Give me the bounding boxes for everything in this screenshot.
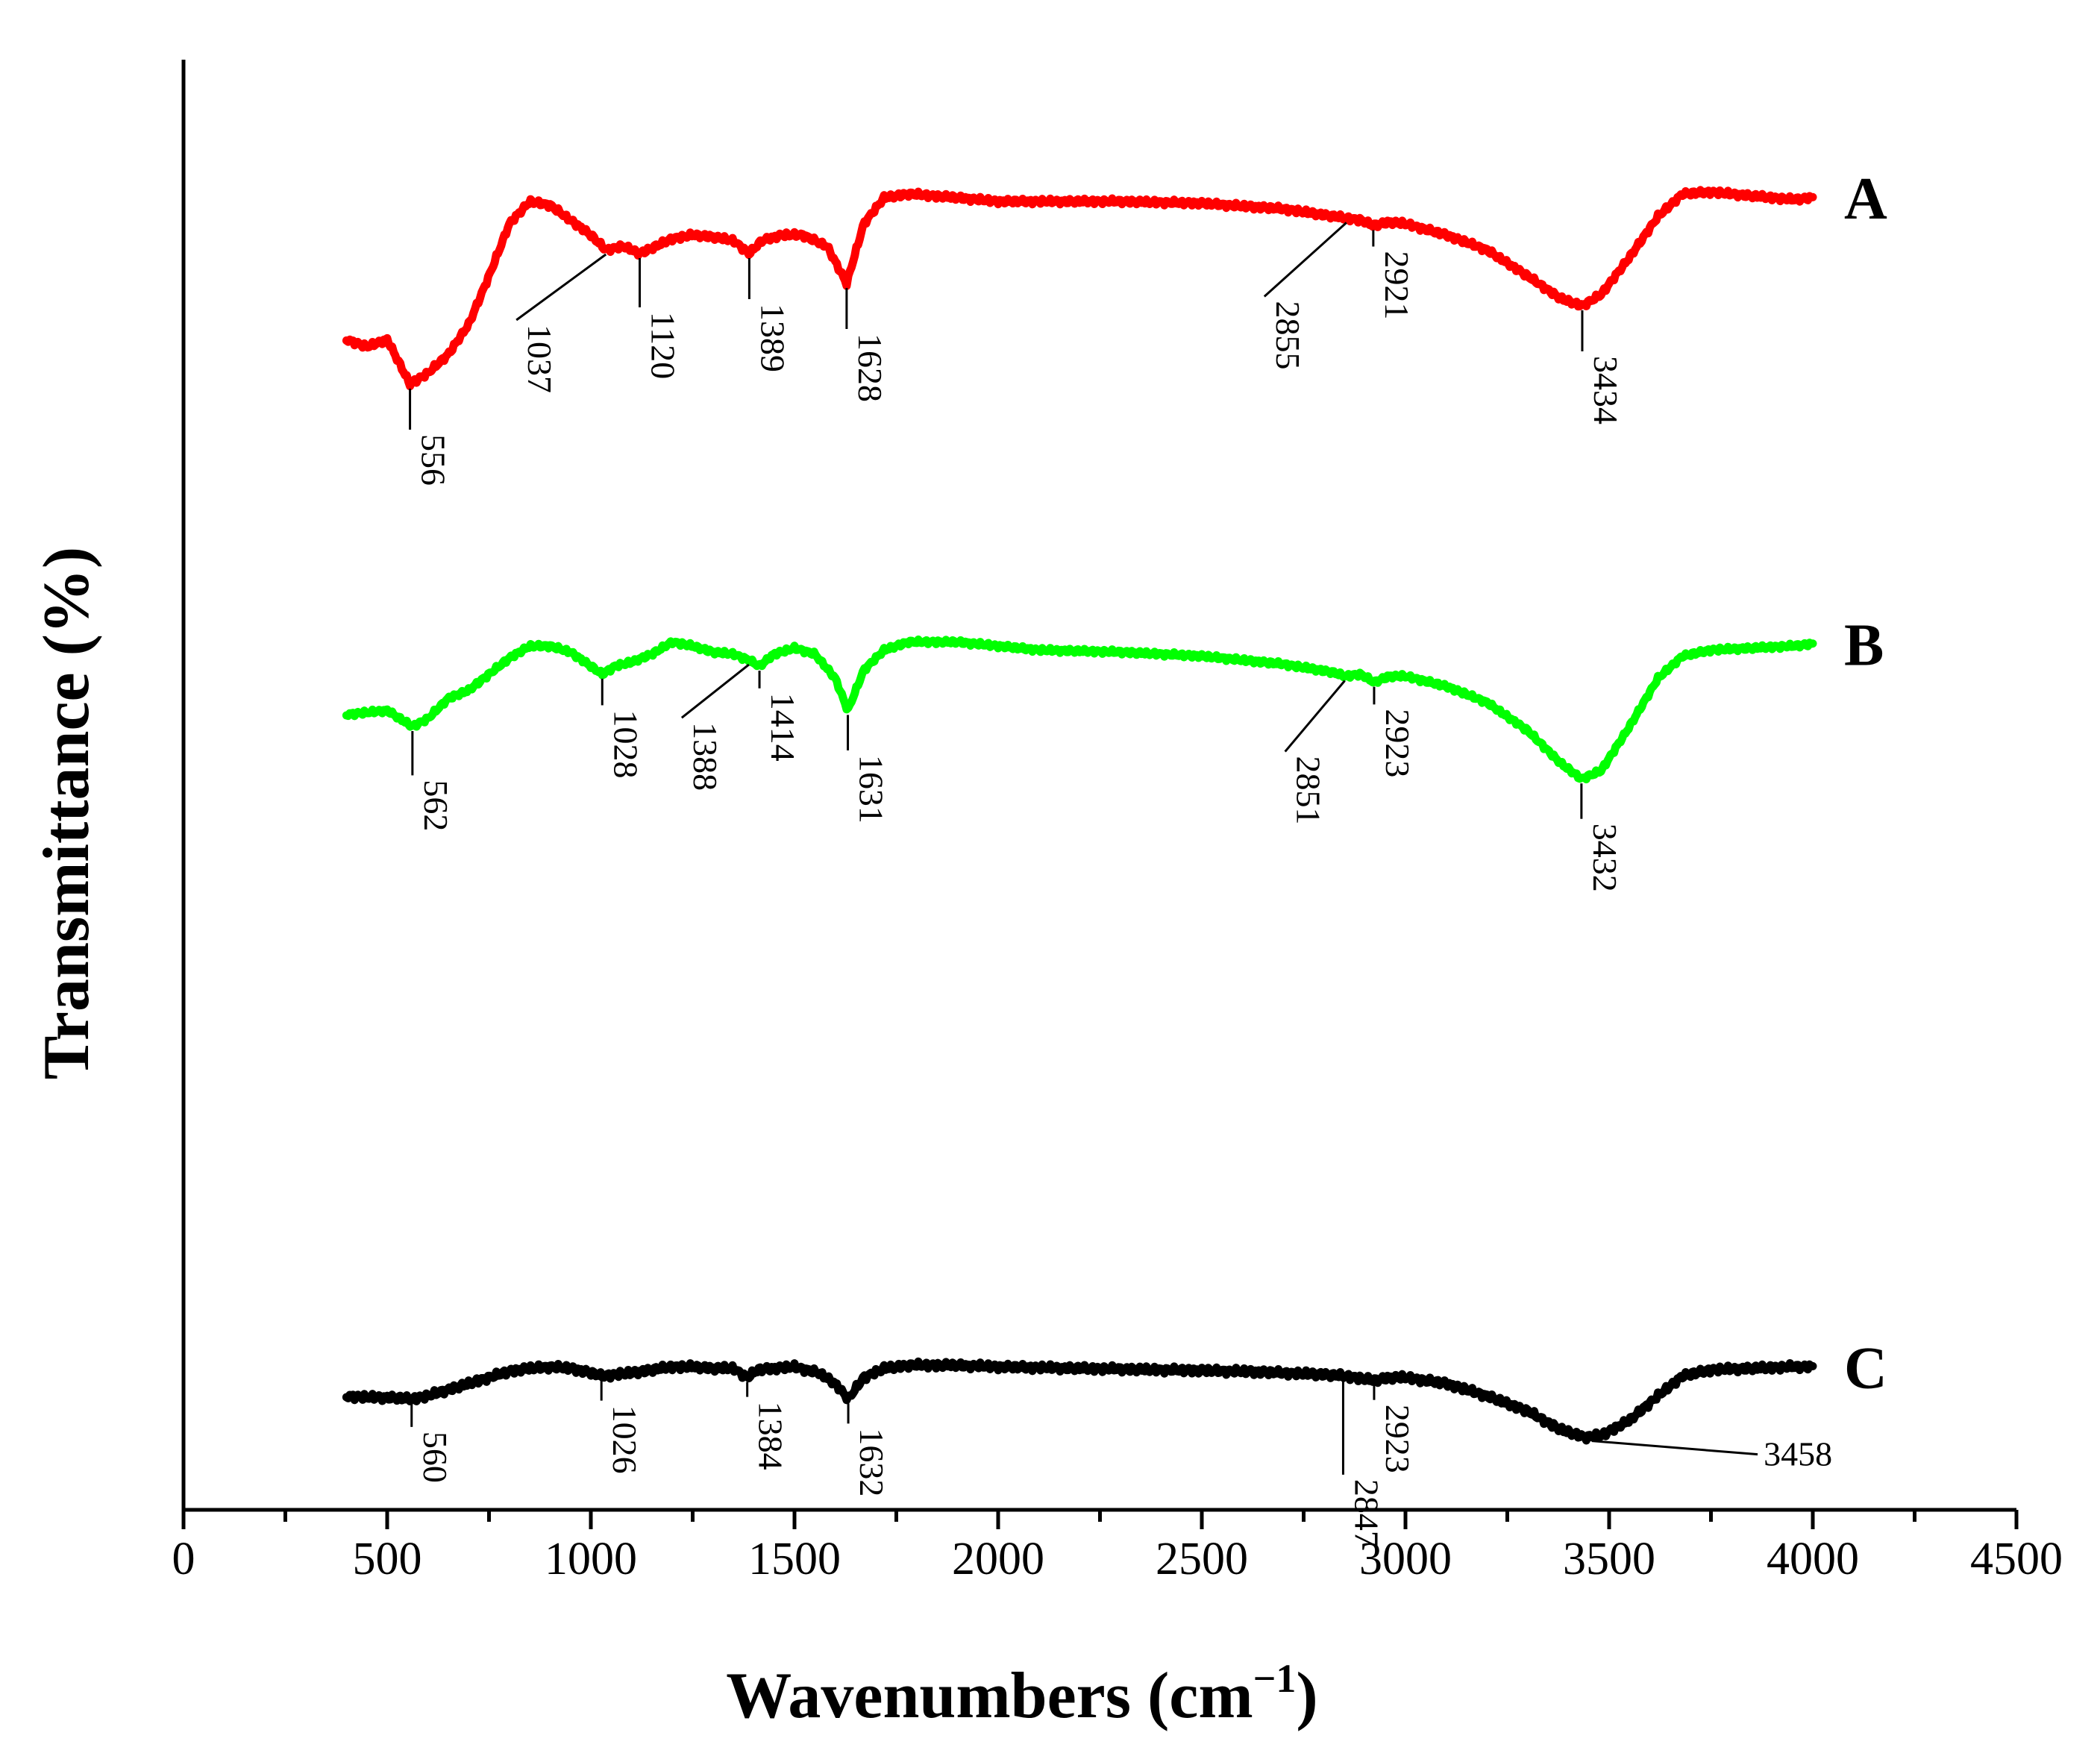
x-tick-label-0: 0 — [172, 1534, 195, 1584]
series-C-line — [342, 1357, 1817, 1445]
peak-label: 3458 — [1764, 1435, 1832, 1473]
x-tick-label-3500: 3500 — [1563, 1534, 1655, 1584]
peak-label: 2847 — [1347, 1479, 1385, 1548]
peak-leader-line — [515, 253, 607, 322]
x-tick-label-1500: 1500 — [748, 1534, 841, 1584]
peak-label: 1628 — [851, 333, 889, 402]
peak-label: 1028 — [607, 709, 645, 778]
peak-leader-line — [680, 663, 750, 719]
annotation-layer: 556 1037 1120 1389 1628 2855 2921 3434 562 1028 13… — [409, 222, 1832, 1548]
peak-leader-line — [1263, 222, 1347, 298]
peak-annotation-B-3432: 3432 — [1580, 783, 1624, 892]
x-axis-title: Wavenumbers (cm−1) — [726, 1656, 1317, 1732]
peak-label: 1120 — [645, 312, 683, 379]
x-axis-title-main: Wavenumbers (cm — [726, 1660, 1253, 1732]
axes — [181, 60, 2016, 1512]
x-axis-title-close: ) — [1296, 1660, 1317, 1732]
peak-annotation-A-1037: 1037 — [515, 253, 607, 393]
peak-label: 560 — [416, 1432, 454, 1483]
peak-label: 1414 — [764, 693, 802, 762]
peak-annotation-B-2923: 2923 — [1373, 686, 1417, 777]
peak-label: 562 — [417, 780, 455, 831]
peak-label: 1026 — [606, 1405, 644, 1474]
x-tick-label-2000: 2000 — [952, 1534, 1044, 1584]
peak-label: 2855 — [1269, 301, 1307, 370]
y-axis-title: Transmittance (%) — [31, 547, 103, 1079]
peak-annotation-A-556: 556 — [409, 389, 453, 486]
peak-annotation-C-1384: 1384 — [746, 1382, 790, 1470]
peak-leader-line — [1284, 680, 1346, 753]
series-label-B: B — [1844, 612, 1884, 678]
peak-annotation-C-2923: 2923 — [1373, 1385, 1417, 1473]
peak-annotation-A-3434: 3434 — [1581, 310, 1625, 424]
peak-label: 1384 — [752, 1402, 790, 1470]
peak-annotation-B-1388: 1388 — [680, 663, 750, 791]
peak-annotation-C-1026: 1026 — [600, 1380, 644, 1474]
peak-annotation-A-2921: 2921 — [1372, 230, 1416, 320]
peak-leader-line — [1591, 1440, 1758, 1456]
x-tick-label-1000: 1000 — [545, 1534, 637, 1584]
peak-annotation-C-1632: 1632 — [847, 1403, 891, 1496]
x-ticks — [181, 1510, 2019, 1529]
peak-annotation-A-1628: 1628 — [845, 288, 889, 402]
x-tick-label-4000: 4000 — [1767, 1534, 1859, 1584]
x-tick-label-500: 500 — [353, 1534, 422, 1584]
peak-label: 1631 — [853, 755, 891, 824]
peak-label: 2851 — [1290, 756, 1328, 825]
x-tick-label-4500: 4500 — [1970, 1534, 2063, 1584]
x-tick-label-3000: 3000 — [1359, 1534, 1452, 1584]
peak-annotation-A-1389: 1389 — [747, 258, 792, 372]
series-layer — [342, 186, 1817, 1445]
x-tick-label-2500: 2500 — [1156, 1534, 1248, 1584]
series-B-line — [342, 635, 1817, 784]
peak-label: 1632 — [853, 1428, 891, 1496]
peak-annotation-C-560: 560 — [410, 1403, 454, 1483]
series-A-line — [342, 186, 1817, 391]
peak-label: 3432 — [1586, 824, 1624, 892]
peak-annotation-B-1028: 1028 — [601, 678, 645, 778]
peak-label: 2923 — [1379, 1405, 1417, 1473]
series-label-C: C — [1844, 1335, 1887, 1401]
peak-label: 2921 — [1378, 251, 1416, 320]
series-label-A: A — [1844, 166, 1887, 232]
peak-label: 556 — [415, 434, 453, 486]
x-tick-labels: 0 500 1000 1500 2000 2500 3000 3500 4000 4500 — [172, 1534, 2063, 1584]
peak-annotation-B-1631: 1631 — [847, 715, 891, 824]
peak-label: 1037 — [521, 324, 559, 393]
peak-annotation-A-1120: 1120 — [639, 258, 683, 379]
peak-annotation-C-2847: 2847 — [1341, 1380, 1385, 1548]
peak-annotation-A-2855: 2855 — [1263, 222, 1347, 370]
peak-label: 1389 — [753, 304, 792, 372]
peak-label: 3434 — [1587, 356, 1625, 424]
peak-label: 2923 — [1379, 709, 1417, 777]
x-axis-title-superscript: −1 — [1253, 1656, 1297, 1701]
series-label-layer: A B C — [1844, 166, 1887, 1401]
peak-annotation-C-3458: 3458 — [1591, 1435, 1832, 1473]
peak-annotation-B-1414: 1414 — [758, 671, 802, 762]
peak-annotation-B-562: 562 — [411, 731, 455, 831]
peak-label: 1388 — [686, 722, 724, 791]
peak-annotation-B-2851: 2851 — [1284, 680, 1346, 825]
